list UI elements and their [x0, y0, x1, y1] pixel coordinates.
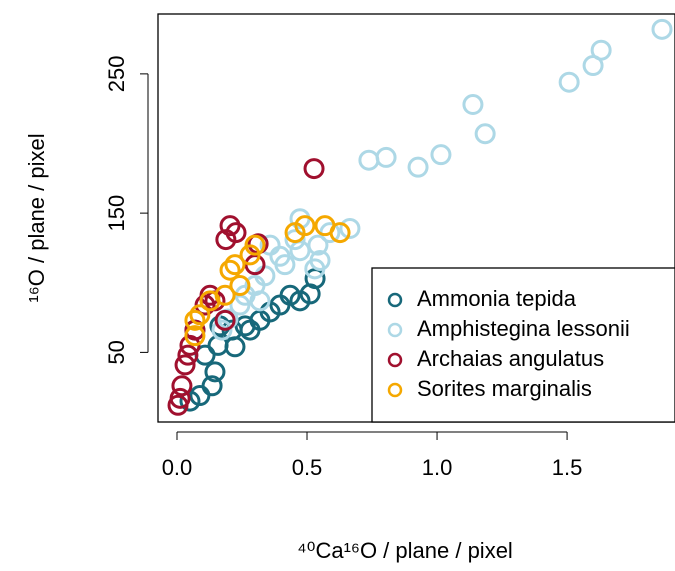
x-tick-label: 1.5 [552, 455, 583, 480]
legend: Ammonia tepida Amphistegina lessonii Archa… [371, 267, 675, 423]
point [430, 144, 452, 166]
legend-label: Archaias angulatus [417, 346, 604, 371]
point [167, 394, 189, 416]
point [259, 234, 281, 256]
point [234, 315, 256, 337]
legend-marker [387, 382, 403, 398]
point [207, 334, 229, 356]
point [179, 334, 201, 356]
point [239, 244, 261, 266]
legend-label: Amphistegina lessonii [417, 316, 630, 341]
point [358, 149, 380, 171]
x-axis-label: ⁴⁰Ca¹⁶O / plane / pixel [297, 538, 513, 563]
point [199, 290, 221, 312]
point [339, 217, 361, 239]
point [239, 319, 261, 341]
point [184, 325, 206, 347]
y-tick-label: 150 [104, 195, 129, 232]
legend-marker [387, 352, 403, 368]
y-tick-label: 50 [104, 340, 129, 364]
point [582, 55, 604, 77]
point [211, 319, 233, 341]
point [474, 123, 496, 145]
point [229, 275, 251, 297]
point [274, 254, 296, 276]
point [307, 234, 329, 256]
point [189, 304, 211, 326]
point [329, 222, 351, 244]
point [289, 240, 311, 262]
point [224, 336, 246, 358]
legend-label: Ammonia tepida [417, 286, 577, 311]
legend-label: Sorites marginalis [417, 376, 592, 401]
point [219, 259, 241, 281]
point [462, 94, 484, 116]
y-axis-label: ¹⁶O / plane / pixel [24, 133, 49, 302]
point [174, 354, 196, 376]
point [249, 290, 271, 312]
point [375, 146, 397, 168]
point [284, 229, 306, 251]
legend-box [371, 267, 675, 423]
point [215, 229, 237, 251]
legend-marker [387, 322, 403, 338]
point [177, 344, 199, 366]
y-tick-label: 250 [104, 56, 129, 93]
x-tick-label: 0.0 [162, 455, 193, 480]
point [171, 375, 193, 397]
point [407, 156, 429, 178]
point [304, 258, 326, 280]
point [651, 18, 673, 40]
point [214, 309, 236, 331]
point [303, 158, 325, 180]
point [558, 71, 580, 93]
point [184, 309, 206, 331]
point [244, 234, 266, 256]
point [224, 254, 246, 276]
legend-marker [387, 292, 403, 308]
x-tick-label: 0.5 [292, 455, 323, 480]
x-tick-label: 1.0 [422, 455, 453, 480]
point [199, 284, 221, 306]
point [204, 361, 226, 383]
point [284, 222, 306, 244]
point [289, 290, 311, 312]
